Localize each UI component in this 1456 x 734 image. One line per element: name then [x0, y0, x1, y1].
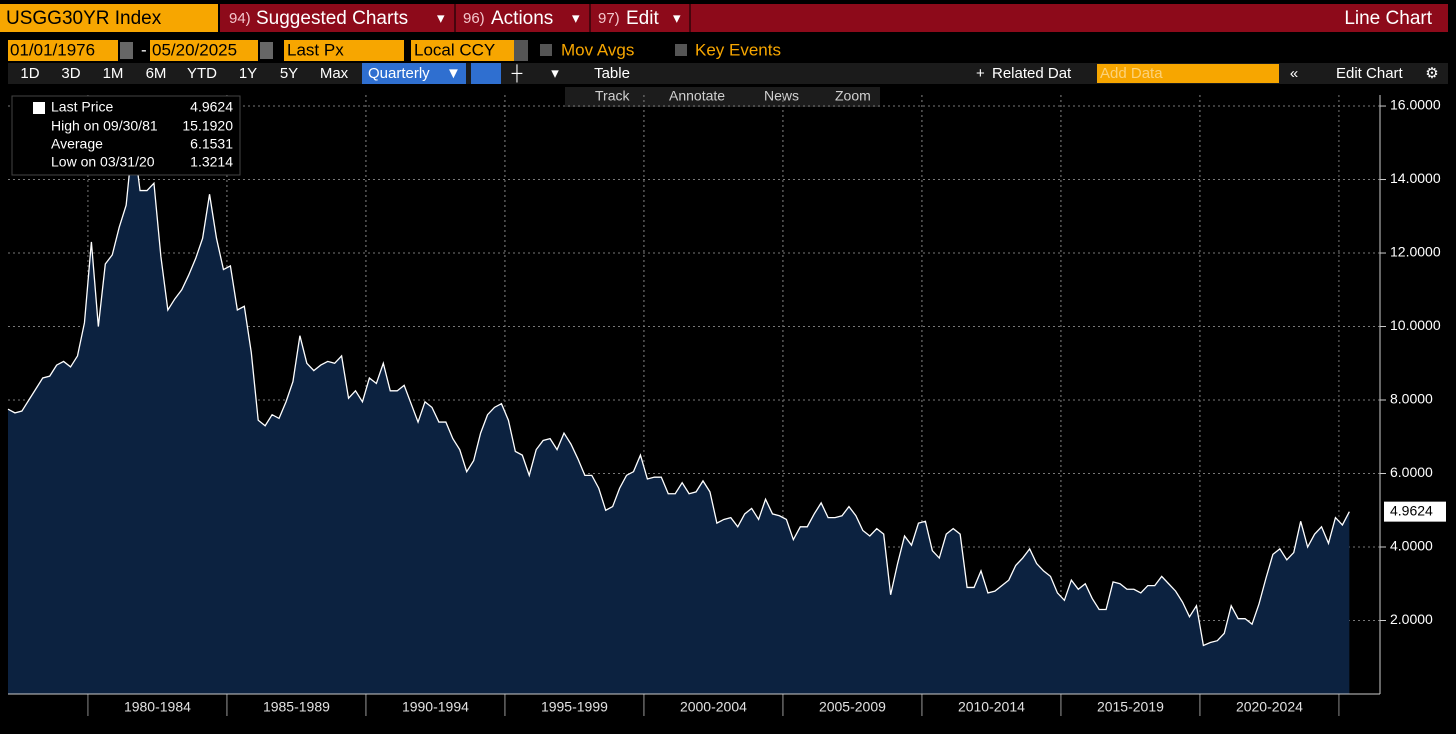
menu-arrow[interactable]: ▾ — [673, 10, 681, 27]
menu-arrow[interactable]: ▾ — [437, 10, 445, 27]
x-tick-label: 2010-2014 — [958, 699, 1025, 715]
edit-chart[interactable]: Edit Chart — [1336, 65, 1404, 82]
icon-arrow[interactable]: ▾ — [551, 65, 559, 82]
ticker-box[interactable] — [0, 4, 218, 32]
x-tick-label: 2020-2024 — [1236, 699, 1303, 715]
menu-number[interactable]: 94) — [229, 10, 251, 27]
dropdown[interactable] — [514, 40, 528, 61]
add-data-field[interactable] — [1097, 64, 1279, 83]
currency[interactable]: Local CCY — [414, 40, 495, 59]
x-tick-label: 1980-1984 — [124, 699, 191, 715]
end-date[interactable]: 05/20/2025 — [152, 40, 237, 59]
start-date[interactable]: 01/01/1976 — [10, 40, 95, 59]
y-tick-label: 8.0000 — [1390, 391, 1433, 407]
range-button[interactable]: 3D — [61, 65, 80, 82]
range-button[interactable]: 1M — [103, 65, 124, 82]
mov-avgs[interactable]: Mov Avgs — [561, 40, 634, 59]
period[interactable]: Quarterly — [368, 65, 430, 82]
chart-kind: Line Chart — [1344, 8, 1432, 29]
tool[interactable]: Annotate — [669, 88, 725, 104]
bar-icon[interactable]: ┼ — [511, 64, 523, 83]
field[interactable]: Last Px — [287, 40, 344, 59]
add-data[interactable]: Add Data — [1100, 65, 1163, 82]
menu-item[interactable]: Edit — [626, 8, 659, 29]
y-tick-label: 6.0000 — [1390, 464, 1433, 480]
line — [7, 135, 1350, 647]
y-tick-label: 12.0000 — [1390, 244, 1441, 260]
x-tick-label: 2005-2009 — [819, 699, 886, 715]
calendar-icon[interactable] — [120, 42, 133, 59]
plus-icon[interactable]: + — [976, 65, 985, 82]
checkbox[interactable] — [540, 44, 552, 56]
last-price-tag — [1384, 501, 1446, 522]
legend-label: Average — [51, 136, 103, 152]
menu-bar — [220, 4, 1448, 32]
x-tick-label: 2000-2004 — [680, 699, 747, 715]
menu-item[interactable]: Actions — [491, 8, 553, 29]
x-tick-label: 2015-2019 — [1097, 699, 1164, 715]
x-tick-label: 1995-1999 — [541, 699, 608, 715]
legend-label: Last Price — [51, 99, 113, 115]
settings-icon[interactable]: ⚙ — [1425, 65, 1438, 82]
period-arrow[interactable]: ▼ — [446, 65, 461, 82]
range-button[interactable]: 1Y — [239, 65, 257, 82]
x-tick-label: 1990-1994 — [402, 699, 469, 715]
field-box[interactable] — [284, 40, 404, 61]
range-button[interactable]: YTD — [187, 65, 217, 82]
y-tick-label: 4.0000 — [1390, 538, 1433, 554]
legend-value: 4.9624 — [190, 99, 233, 115]
menu-number[interactable]: 96) — [463, 10, 485, 27]
currency-box[interactable] — [411, 40, 514, 61]
menu-arrow[interactable]: ▾ — [572, 10, 580, 27]
range-button[interactable]: Max — [320, 65, 349, 82]
legend-value: 6.1531 — [190, 136, 233, 152]
end-date-field[interactable] — [150, 40, 258, 61]
y-tick-label: 10.0000 — [1390, 317, 1441, 333]
date-separator: - — [141, 40, 147, 59]
legend-label: High on 09/30/81 — [51, 118, 158, 134]
tool[interactable]: News — [764, 88, 799, 104]
table-button[interactable]: Table — [594, 65, 630, 82]
menu-number[interactable]: 97) — [598, 10, 620, 27]
menu-item[interactable]: Suggested Charts — [256, 8, 408, 29]
y-tick-label: 2.0000 — [1390, 611, 1433, 627]
ticker[interactable]: USGG30YR Index — [6, 8, 162, 29]
collapse-icon[interactable]: « — [1290, 65, 1298, 82]
legend-value: 15.1920 — [182, 118, 233, 134]
legend-label: Low on 03/31/20 — [51, 154, 155, 170]
range-button[interactable]: 5Y — [280, 65, 298, 82]
last-price-label: 4.9624 — [1390, 502, 1433, 518]
start-date-field[interactable] — [8, 40, 118, 61]
legend-swatch — [33, 102, 45, 114]
area — [8, 135, 1350, 695]
line-icon[interactable] — [471, 63, 501, 84]
y-tick-label: 14.0000 — [1390, 170, 1441, 186]
period-button[interactable] — [362, 63, 466, 84]
y-tick-label: 16.0000 — [1390, 97, 1441, 113]
tool[interactable]: Track — [595, 88, 630, 104]
tool[interactable]: Zoom — [835, 88, 871, 104]
checkbox[interactable] — [675, 44, 687, 56]
calendar-icon[interactable] — [260, 42, 273, 59]
legend — [11, 95, 241, 176]
range-button[interactable]: 1D — [20, 65, 39, 82]
key-events[interactable]: Key Events — [695, 40, 781, 59]
legend-value: 1.3214 — [190, 154, 233, 170]
range-button[interactable]: 6M — [146, 65, 167, 82]
related-data[interactable]: Related Dat — [992, 65, 1072, 82]
x-tick-label: 1985-1989 — [263, 699, 330, 715]
